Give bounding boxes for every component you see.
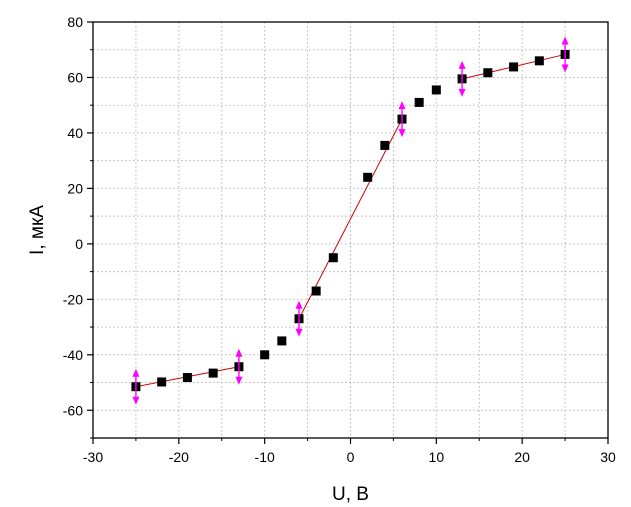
data-point [157,377,167,387]
y-tick-label: 80 [67,14,83,30]
x-tick-label: -10 [255,449,275,465]
x-tick-label: -20 [169,449,189,465]
range-marker-down [398,129,406,138]
data-point [509,62,519,72]
y-tick-label: 60 [67,69,83,85]
x-tick-label: 30 [600,449,616,465]
range-marker [398,101,406,138]
range-marker-down [132,396,140,405]
data-point [277,336,287,346]
data-point [380,140,390,150]
y-tick-label: 40 [67,125,83,141]
range-marker-down [235,376,243,385]
y-axis-label: I, мкА [27,205,48,255]
data-point [311,286,321,296]
data-point [363,172,373,182]
data-points [131,49,570,392]
range-marker-up [132,368,140,377]
x-tick-label: -30 [83,449,103,465]
x-tick-label: 20 [514,449,530,465]
data-point [260,350,270,360]
range-markers [132,36,569,405]
y-tick-label: -40 [63,347,83,363]
data-point [328,253,338,263]
x-tick-label: 10 [429,449,445,465]
range-marker [132,368,140,405]
range-marker-down [295,328,303,337]
range-marker [235,348,243,385]
fit-lines [135,53,566,388]
range-marker-up [458,60,466,69]
range-marker [561,36,569,73]
data-point [534,56,544,66]
data-point [208,368,218,378]
grid [93,22,608,438]
y-tick-label: 20 [67,180,83,196]
data-point [431,85,441,95]
range-marker [295,300,303,337]
axis-ticks [87,21,609,444]
data-point [414,97,424,107]
range-marker-up [398,101,406,110]
x-tick-label: 0 [347,449,355,465]
tick-labels: -30 -20 -10 0 10 20 30 -60 -40 -20 0 20 40 60 80 [63,14,616,465]
data-point [483,68,493,78]
x-axis-label: U, В [332,484,369,505]
range-marker-down [561,64,569,73]
y-tick-label: 0 [75,236,83,252]
range-marker [458,60,466,97]
fit-line [298,118,403,319]
range-marker-up [235,348,243,357]
y-tick-label: -20 [63,291,83,307]
range-marker-down [458,88,466,97]
range-marker-up [561,36,569,45]
data-point [182,373,192,383]
range-marker-up [295,300,303,309]
y-tick-label: -60 [63,402,83,418]
